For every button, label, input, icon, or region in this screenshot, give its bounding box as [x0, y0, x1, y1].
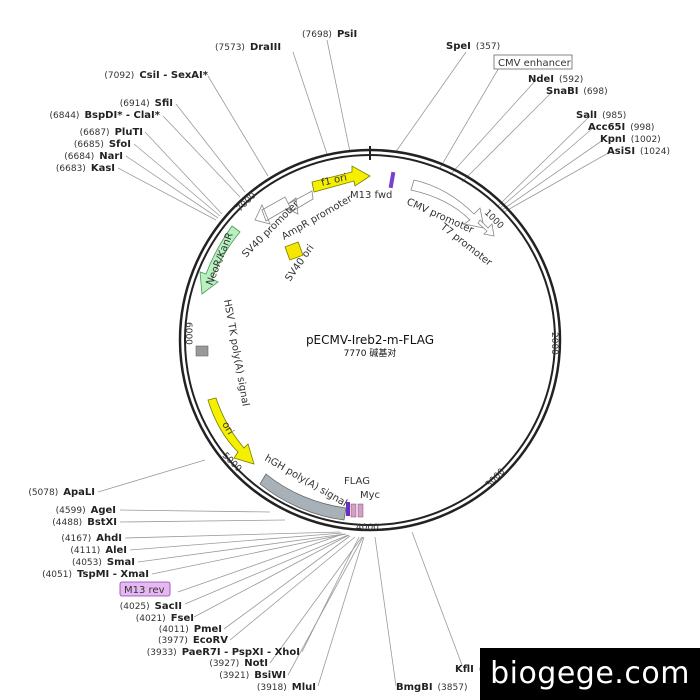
site-nari: (6684) NarI — [64, 151, 123, 162]
plasmid-name: pECMV-Ireb2-m-FLAG — [306, 333, 434, 347]
neor-kanr-arrow — [199, 225, 241, 295]
flag-label: FLAG — [344, 476, 370, 487]
myc-label: Myc — [360, 490, 380, 501]
site-asisi: AsiSI (1024) — [607, 146, 670, 157]
m13-rev-box — [119, 581, 171, 597]
tick-2000: 2000 — [549, 332, 559, 355]
myc-marker-2 — [357, 503, 364, 518]
sites-left: (7092) CsiI - SexAI* (6914) SfiI (6844) Bsp… — [50, 70, 209, 174]
site-tspmi-xmai: (4051) TspMI - XmaI — [42, 569, 149, 580]
site-agei: (4599) AgeI — [56, 505, 116, 516]
site-draiii: (7573) DraIII — [215, 42, 281, 53]
leader-lines — [97, 39, 611, 687]
site-csii-sexai: (7092) CsiI - SexAI* — [104, 70, 208, 81]
tick-3000: 3000 — [484, 467, 507, 490]
site-sfii: (6914) SfiI — [120, 98, 173, 109]
site-snabi: SnaBI (698) — [546, 86, 608, 97]
site-pluti: (6687) PluTI — [80, 127, 143, 138]
myc-marker-1 — [350, 503, 357, 518]
site-kasi: (6683) KasI — [56, 163, 115, 174]
site-fsei: (4021) FseI — [136, 613, 194, 624]
site-kpni: KpnI (1002) — [600, 134, 661, 145]
t7-promoter-arrow — [477, 219, 495, 237]
site-spei: SpeI (357) — [446, 41, 500, 52]
m13-fwd-label: M13 fwd — [350, 190, 392, 201]
site-acc65i: Acc65I (998) — [588, 122, 654, 133]
site-ndei: NdeI (592) — [528, 74, 583, 85]
site-noti: (3927) NotI — [209, 658, 268, 669]
site-sacii: (4025) SacII — [120, 601, 182, 612]
site-ahdi: (4167) AhdI — [61, 533, 122, 544]
site-mlui: (3918) MluI — [257, 682, 316, 693]
tick-4000: 4000 — [356, 523, 379, 533]
site-ecorv: (3977) EcoRV — [158, 635, 228, 646]
cmv-enhancer-box — [493, 54, 573, 70]
tick-6000: 6000 — [183, 322, 193, 345]
hgh-polya-block — [259, 473, 347, 521]
f1-ori-arrow — [311, 165, 371, 193]
sv40-ori-box — [284, 241, 304, 261]
m13-rev-label: M13 rev — [124, 585, 165, 596]
site-apali: (5078) ApaLI — [28, 487, 95, 498]
cmv-enhancer-label: CMV enhancer — [498, 58, 572, 69]
sites-right: NdeI (592) SnaBI (698) SalI (985) Acc65I (99… — [528, 74, 670, 157]
flag-marker — [346, 502, 350, 516]
site-sfoi: (6685) SfoI — [74, 139, 131, 150]
ampr-promoter-arrow — [283, 190, 314, 215]
ori-arrow — [207, 397, 255, 465]
sv40-promoter-arrow — [254, 196, 291, 225]
hsv-tk-polya-label: HSV TK poly(A) signal — [221, 299, 251, 408]
site-alei: (4111) AleI — [70, 545, 127, 556]
site-bsiwi: (3921) BsiWI — [219, 670, 286, 681]
m13-fwd-marker — [388, 171, 396, 189]
site-psii: (7698) PsiI — [302, 29, 357, 40]
site-paer7i-pspxi-xhoi: (3933) PaeR7I - PspXI - XhoI — [147, 647, 300, 658]
site-sali: SalI (985) — [576, 110, 626, 121]
cmv-promoter-arrow — [410, 179, 485, 229]
site-bmgbi: BmgBI (3857) — [396, 682, 467, 693]
watermark: biogege.com — [480, 648, 700, 700]
site-bspdi-clai: (6844) BspDI* - ClaI* — [50, 110, 161, 121]
sites-top: (7698) PsiI (7573) DraIII SpeI (357) — [215, 29, 500, 53]
site-smai: (4053) SmaI — [72, 557, 135, 568]
hsv-tk-polya-box — [195, 345, 209, 357]
sites-lower-left: (5078) ApaLI (4599) AgeI (4488) BstXI (4167… — [28, 487, 467, 693]
site-pmei: (4011) PmeI — [159, 624, 222, 635]
plasmid-length: 7770 碱基对 — [344, 347, 397, 359]
site-bstxi: (4488) BstXI — [52, 517, 117, 528]
